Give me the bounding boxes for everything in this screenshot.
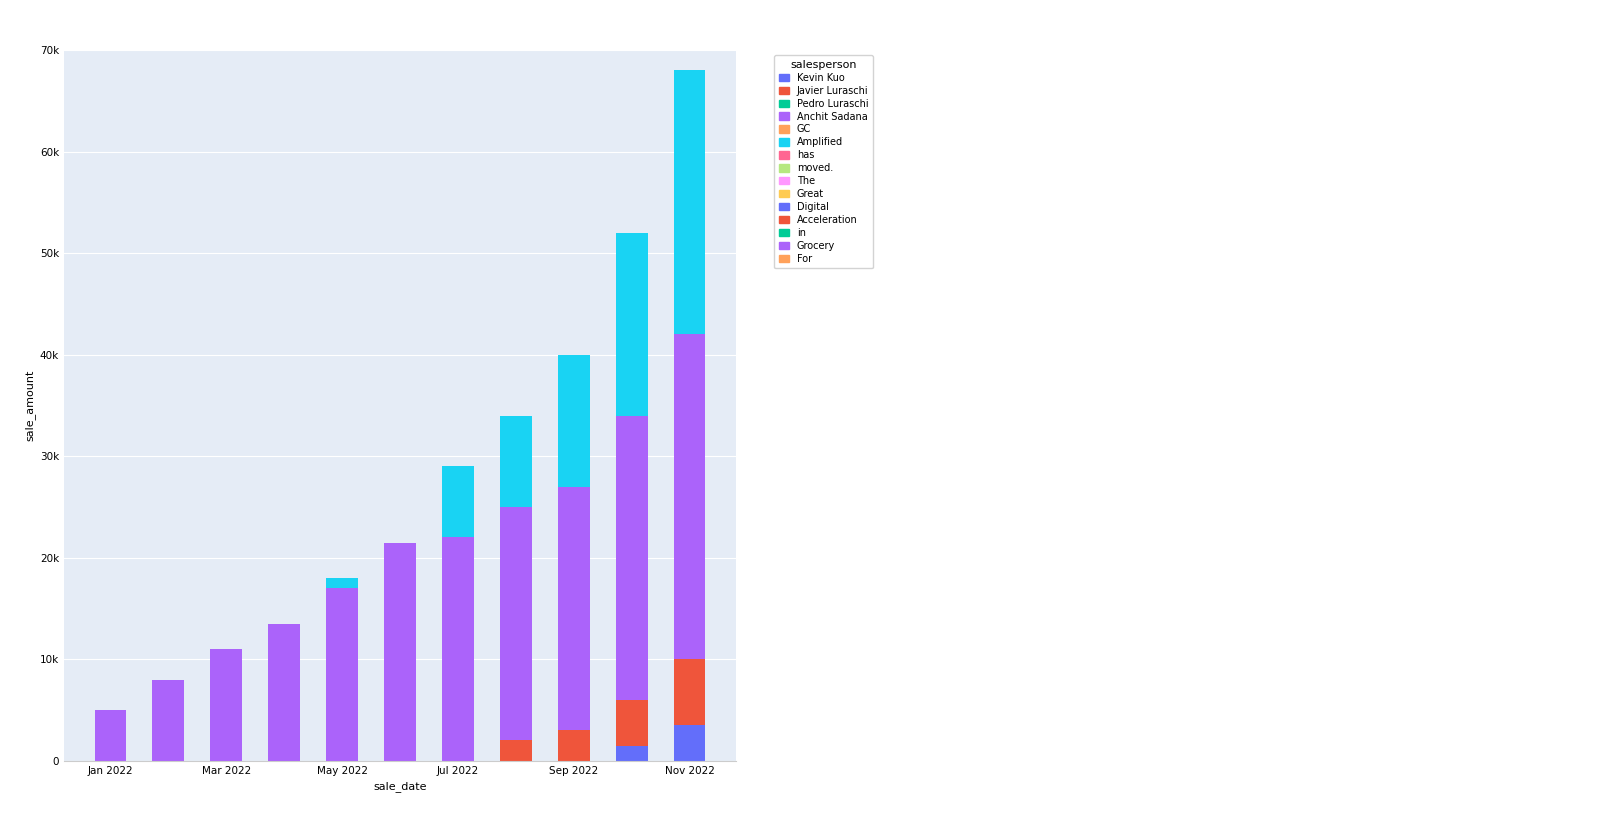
Bar <box>616 233 648 415</box>
Bar <box>210 649 242 761</box>
Bar <box>616 746 648 761</box>
Bar <box>384 543 416 761</box>
Bar <box>326 589 358 761</box>
Bar <box>558 487 590 731</box>
Bar <box>558 354 590 487</box>
Bar <box>674 334 706 660</box>
Bar <box>152 680 184 761</box>
Bar <box>94 710 126 761</box>
Bar <box>499 507 531 741</box>
Bar <box>674 70 706 334</box>
Bar <box>558 731 590 761</box>
Legend: Kevin Kuo, Javier Luraschi, Pedro Luraschi, Anchit Sadana, GC, Amplified, has, m: Kevin Kuo, Javier Luraschi, Pedro Lurasc… <box>774 55 874 268</box>
Bar <box>326 578 358 589</box>
Bar <box>269 624 301 761</box>
Bar <box>442 466 474 538</box>
Bar <box>674 726 706 761</box>
X-axis label: sale_date: sale_date <box>373 781 427 792</box>
Bar <box>616 415 648 700</box>
Y-axis label: sale_amount: sale_amount <box>26 370 35 441</box>
Bar <box>674 660 706 726</box>
Bar <box>499 741 531 761</box>
Bar <box>442 538 474 761</box>
Bar <box>616 700 648 746</box>
Bar <box>499 415 531 507</box>
